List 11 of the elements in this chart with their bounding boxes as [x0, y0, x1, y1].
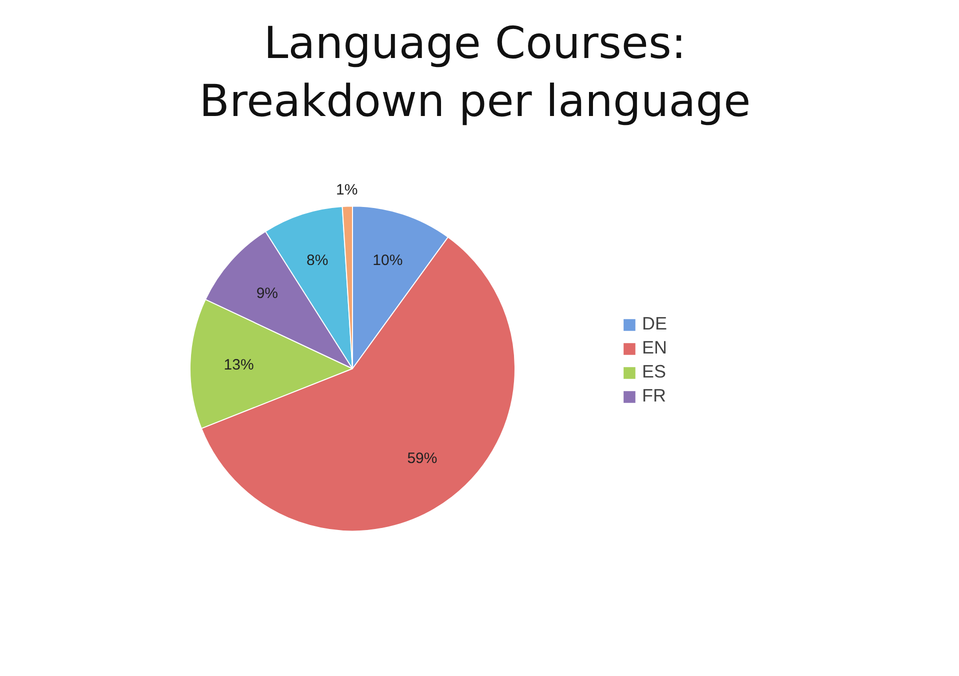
- legend-label: FR: [642, 386, 666, 406]
- legend-label: DE: [642, 314, 667, 334]
- data-label: 59%: [407, 450, 438, 467]
- data-label: 8%: [306, 252, 328, 270]
- data-label: 13%: [224, 356, 254, 374]
- data-label: 10%: [372, 252, 403, 270]
- legend-label: ES: [642, 362, 666, 382]
- legend-label: EN: [642, 338, 667, 358]
- chart-title: Language Courses: Breakdown per language: [198, 17, 752, 129]
- data-label: 9%: [256, 284, 278, 302]
- data-label: 1%: [336, 182, 358, 199]
